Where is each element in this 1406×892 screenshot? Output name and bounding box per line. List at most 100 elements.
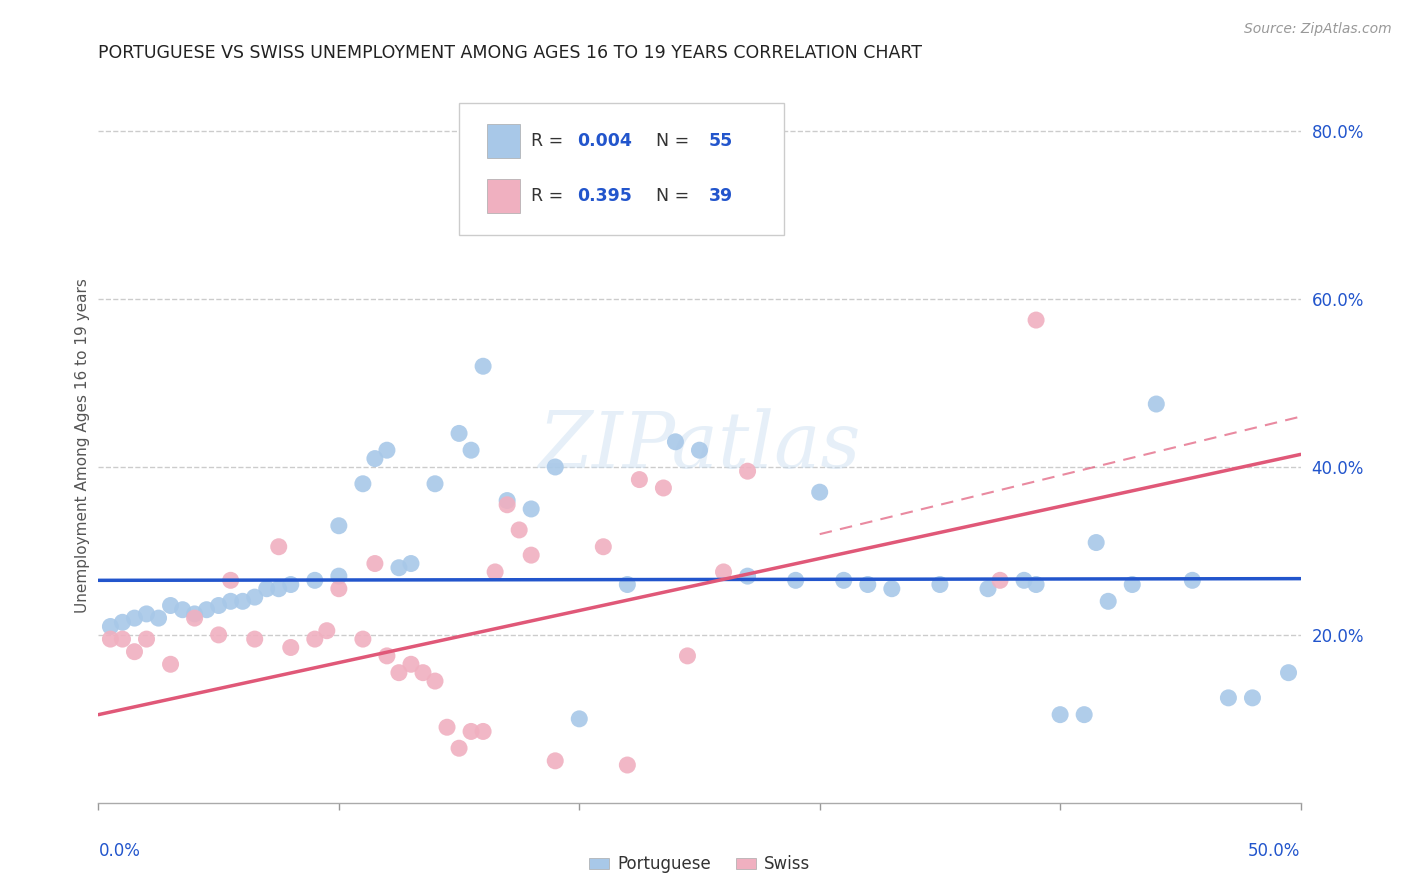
Point — [388, 665, 411, 680]
Point — [124, 611, 146, 625]
Point — [472, 724, 495, 739]
Point — [243, 632, 266, 646]
Point — [111, 615, 134, 630]
Text: N =: N = — [645, 132, 695, 150]
Point — [664, 434, 686, 449]
Point — [1181, 574, 1204, 588]
Point — [328, 518, 350, 533]
Point — [568, 712, 591, 726]
Point — [352, 632, 374, 646]
Point — [159, 599, 181, 613]
Point — [616, 758, 638, 772]
Point — [628, 473, 651, 487]
Point — [1085, 535, 1108, 549]
Point — [496, 498, 519, 512]
Point — [100, 619, 122, 633]
Text: 39: 39 — [709, 187, 733, 205]
Text: 0.0%: 0.0% — [98, 842, 141, 860]
Point — [484, 565, 506, 579]
Point — [880, 582, 903, 596]
Text: R =: R = — [531, 187, 569, 205]
Point — [1144, 397, 1167, 411]
Point — [1025, 577, 1047, 591]
Point — [219, 574, 242, 588]
Point — [267, 540, 290, 554]
Point — [423, 674, 446, 689]
Point — [856, 577, 879, 591]
Point — [460, 724, 482, 739]
Text: 0.395: 0.395 — [576, 187, 631, 205]
Point — [737, 464, 759, 478]
Point — [388, 560, 411, 574]
Point — [148, 611, 170, 625]
Point — [183, 607, 205, 621]
Point — [364, 451, 387, 466]
Point — [1277, 665, 1299, 680]
Point — [616, 577, 638, 591]
Text: 55: 55 — [709, 132, 734, 150]
Bar — [486, 179, 520, 213]
Point — [1121, 577, 1143, 591]
Point — [1097, 594, 1119, 608]
Point — [243, 590, 266, 604]
Point — [375, 443, 398, 458]
Point — [315, 624, 337, 638]
Point — [436, 720, 458, 734]
Point — [172, 603, 194, 617]
Point — [1012, 574, 1035, 588]
Point — [508, 523, 530, 537]
Point — [1073, 707, 1095, 722]
Point — [111, 632, 134, 646]
Point — [785, 574, 807, 588]
Point — [135, 607, 157, 621]
Point — [928, 577, 950, 591]
Point — [544, 754, 567, 768]
Point — [124, 645, 146, 659]
Point — [352, 476, 374, 491]
Point — [1241, 690, 1264, 705]
Legend: Portuguese, Swiss: Portuguese, Swiss — [582, 849, 817, 880]
Point — [304, 574, 326, 588]
Point — [328, 582, 350, 596]
Point — [135, 632, 157, 646]
Point — [195, 603, 218, 617]
Point — [1049, 707, 1071, 722]
Bar — [486, 124, 520, 159]
Point — [713, 565, 735, 579]
Point — [399, 557, 422, 571]
Point — [328, 569, 350, 583]
Point — [1025, 313, 1047, 327]
Y-axis label: Unemployment Among Ages 16 to 19 years: Unemployment Among Ages 16 to 19 years — [75, 278, 90, 614]
Text: PORTUGUESE VS SWISS UNEMPLOYMENT AMONG AGES 16 TO 19 YEARS CORRELATION CHART: PORTUGUESE VS SWISS UNEMPLOYMENT AMONG A… — [98, 45, 922, 62]
Point — [832, 574, 855, 588]
Point — [808, 485, 831, 500]
Point — [652, 481, 675, 495]
FancyBboxPatch shape — [458, 103, 783, 235]
Point — [267, 582, 290, 596]
Point — [1218, 690, 1240, 705]
Point — [219, 594, 242, 608]
Point — [592, 540, 614, 554]
Point — [544, 460, 567, 475]
Point — [159, 657, 181, 672]
Point — [280, 577, 302, 591]
Point — [375, 648, 398, 663]
Point — [496, 493, 519, 508]
Point — [423, 476, 446, 491]
Point — [412, 665, 434, 680]
Point — [304, 632, 326, 646]
Point — [689, 443, 711, 458]
Point — [737, 569, 759, 583]
Point — [447, 426, 470, 441]
Text: R =: R = — [531, 132, 569, 150]
Point — [472, 359, 495, 374]
Point — [256, 582, 278, 596]
Point — [399, 657, 422, 672]
Point — [183, 611, 205, 625]
Point — [977, 582, 1000, 596]
Text: 0.004: 0.004 — [576, 132, 631, 150]
Point — [676, 648, 699, 663]
Point — [208, 628, 231, 642]
Point — [460, 443, 482, 458]
Text: Source: ZipAtlas.com: Source: ZipAtlas.com — [1244, 22, 1392, 37]
